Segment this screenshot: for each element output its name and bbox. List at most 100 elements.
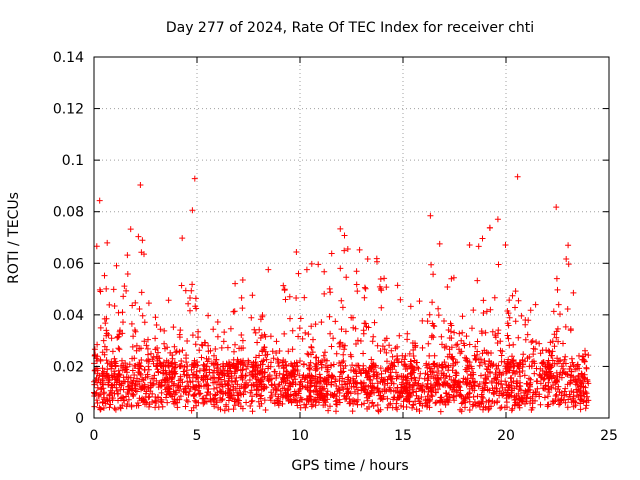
data-point	[578, 370, 585, 377]
data-point	[222, 390, 229, 397]
data-point	[285, 348, 292, 355]
data-point	[265, 266, 272, 273]
data-point	[404, 330, 411, 337]
data-point	[496, 372, 503, 378]
data-point	[225, 397, 232, 404]
data-point	[531, 370, 538, 377]
data-point	[317, 390, 324, 397]
data-point	[177, 383, 184, 390]
data-point	[522, 336, 529, 343]
data-point	[344, 385, 351, 392]
data-point	[115, 345, 122, 352]
data-point	[386, 342, 393, 349]
y-tick-label: 0.12	[53, 102, 84, 118]
data-point	[174, 384, 181, 391]
data-point	[577, 391, 584, 398]
data-point	[129, 367, 136, 374]
data-point	[339, 369, 345, 376]
data-point	[553, 377, 560, 384]
data-point	[404, 336, 411, 343]
data-point	[328, 362, 335, 369]
data-point	[194, 362, 201, 369]
data-point	[376, 392, 383, 399]
data-point	[96, 197, 103, 204]
data-point	[432, 389, 439, 396]
data-points	[91, 173, 592, 415]
data-point	[96, 286, 103, 293]
data-point	[336, 360, 343, 366]
data-point	[367, 365, 374, 371]
data-point	[417, 370, 424, 377]
data-point	[554, 386, 561, 393]
data-point	[536, 371, 543, 378]
data-point	[415, 365, 422, 372]
data-point	[502, 242, 509, 248]
data-point	[504, 320, 511, 327]
data-point	[191, 397, 198, 404]
data-point	[424, 364, 431, 371]
y-tick-label: 0.02	[53, 359, 84, 375]
data-point	[120, 386, 127, 393]
data-point	[313, 388, 319, 395]
data-point	[289, 327, 296, 334]
data-point	[166, 374, 173, 381]
data-point	[454, 341, 461, 348]
data-point	[504, 404, 510, 411]
data-point	[517, 360, 524, 367]
data-point	[570, 362, 577, 369]
data-point	[527, 376, 534, 383]
data-point	[93, 243, 100, 250]
data-point	[393, 404, 399, 411]
data-point	[201, 399, 208, 406]
data-point	[153, 353, 160, 360]
data-point	[419, 317, 426, 324]
data-point	[512, 304, 518, 311]
data-point	[458, 408, 465, 415]
data-point	[446, 391, 452, 398]
data-point	[293, 249, 300, 255]
data-point	[555, 358, 562, 365]
data-point	[200, 400, 207, 407]
data-point	[105, 332, 112, 338]
data-point	[162, 345, 168, 352]
data-point	[325, 407, 332, 414]
data-point	[405, 379, 411, 386]
data-point	[149, 399, 156, 405]
data-point	[483, 308, 490, 315]
data-point	[371, 364, 378, 371]
data-point	[211, 403, 218, 410]
data-point	[224, 370, 231, 377]
data-point	[101, 343, 108, 350]
data-point	[200, 372, 207, 379]
data-point	[415, 385, 422, 392]
data-point	[444, 284, 451, 290]
data-point	[421, 375, 428, 382]
data-point	[479, 350, 486, 357]
data-point	[324, 364, 331, 371]
data-point	[585, 352, 592, 359]
data-point	[374, 402, 381, 408]
data-point	[282, 296, 289, 303]
data-point	[114, 333, 121, 340]
data-point	[428, 261, 435, 268]
data-point	[183, 389, 190, 396]
data-point	[553, 328, 560, 335]
data-point	[480, 406, 486, 413]
data-point	[124, 252, 131, 259]
data-point	[436, 240, 443, 247]
data-point	[300, 361, 307, 368]
data-point	[277, 387, 284, 394]
data-point	[485, 350, 492, 357]
data-point	[313, 354, 320, 361]
data-point	[459, 329, 466, 336]
data-point	[441, 318, 447, 324]
data-point	[564, 404, 571, 411]
data-point	[183, 372, 190, 379]
data-point	[540, 359, 547, 366]
data-point	[375, 407, 382, 414]
data-point	[157, 326, 164, 333]
data-point	[355, 362, 362, 369]
data-point	[388, 347, 395, 354]
data-point	[225, 363, 231, 370]
data-point	[165, 384, 172, 391]
